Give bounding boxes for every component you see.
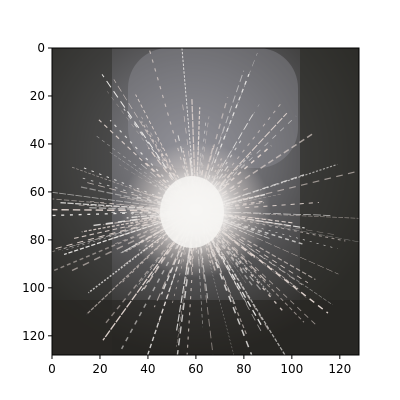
spark-streak	[219, 214, 335, 235]
spark-streak	[123, 108, 184, 194]
x-axis: 0 20 40 60 80 100 120	[48, 355, 351, 376]
spark-streak	[227, 201, 319, 210]
x-tick-label: 0	[48, 362, 56, 376]
y-tick-label: 80	[30, 233, 45, 247]
spark-streak	[228, 212, 359, 219]
spark-streak	[176, 243, 193, 355]
y-tick-label: 60	[30, 185, 45, 199]
spark-streak	[204, 70, 245, 186]
spark-streak	[63, 218, 168, 249]
y-tick-label: 0	[37, 41, 45, 55]
spark-streak	[196, 133, 200, 180]
spark-streak	[148, 48, 187, 178]
spark-center	[160, 176, 224, 248]
spark-streak	[156, 235, 189, 329]
x-tick-label: 60	[188, 362, 203, 376]
spark-streak	[52, 208, 161, 212]
x-tick-label: 100	[280, 362, 303, 376]
y-tick-label: 100	[22, 281, 45, 295]
spark-streak	[94, 134, 179, 199]
x-tick-label: 40	[140, 362, 155, 376]
dark-bottom-shape	[52, 300, 359, 355]
spark-streak	[113, 79, 176, 179]
y-tick-label: 40	[30, 137, 45, 151]
spark-streak	[101, 74, 181, 189]
spark-streak	[78, 176, 158, 201]
axes-frame	[51, 47, 360, 356]
x-tick-label: 80	[236, 362, 251, 376]
sparkler-photo	[52, 48, 359, 355]
spark-streak	[223, 211, 331, 216]
y-axis: 0 20 40 60 80 100 120	[22, 41, 52, 343]
light-band	[128, 48, 298, 168]
y-tick-label: 120	[22, 329, 45, 343]
y-tick-label: 20	[30, 89, 45, 103]
x-tick-label: 120	[328, 362, 351, 376]
spark-streak	[62, 215, 182, 252]
spark-streak	[87, 232, 168, 294]
spark-streak	[217, 115, 297, 191]
spark-streak	[227, 232, 333, 306]
x-tick-label: 20	[92, 362, 107, 376]
